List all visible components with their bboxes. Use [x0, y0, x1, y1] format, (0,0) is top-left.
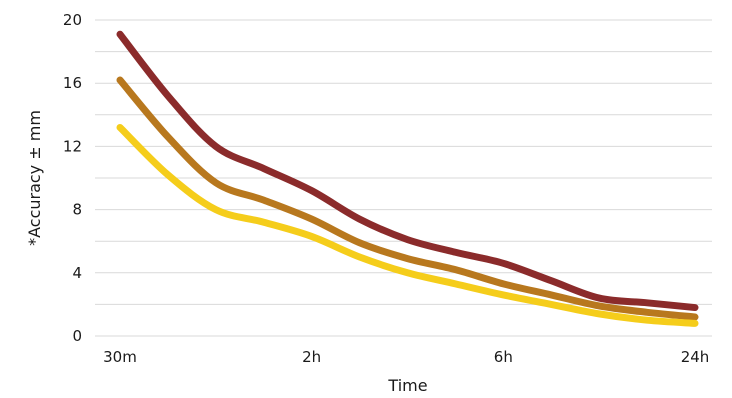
y-tick-label: 20 — [63, 11, 82, 29]
y-axis-tick-labels: 0 4 8 12 16 20 — [63, 11, 82, 345]
x-tick-label: 2h — [302, 348, 321, 366]
series-lines — [116, 30, 699, 327]
y-tick-label: 4 — [72, 264, 82, 282]
series-line-2 — [116, 76, 699, 321]
x-tick-label: 6h — [494, 348, 513, 366]
y-tick-label: 16 — [63, 74, 82, 92]
x-axis-title: Time — [387, 376, 427, 395]
series-line-1 — [116, 30, 699, 312]
gridlines — [95, 19, 712, 337]
y-tick-label: 12 — [63, 137, 82, 155]
x-tick-label: 24h — [681, 348, 710, 366]
y-axis-title: *Accuracy ± mm — [25, 110, 44, 246]
x-axis-tick-labels: 30m 2h 6h 24h — [103, 348, 709, 366]
y-tick-label: 0 — [72, 327, 82, 345]
x-tick-label: 30m — [103, 348, 137, 366]
series-line-3 — [116, 123, 699, 327]
y-tick-label: 8 — [72, 201, 82, 219]
